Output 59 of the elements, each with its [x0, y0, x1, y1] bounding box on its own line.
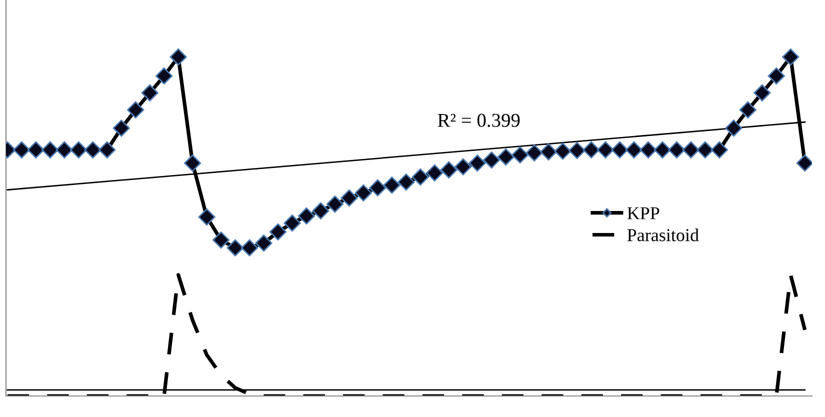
- point: [754, 84, 771, 102]
- point: [156, 67, 173, 84]
- point: [540, 143, 558, 160]
- point: [512, 146, 529, 164]
- point: [198, 208, 216, 226]
- point: [42, 141, 59, 158]
- legend-label: KPP: [627, 207, 660, 220]
- point: [354, 184, 372, 202]
- point: [70, 141, 88, 158]
- point: [426, 164, 444, 182]
- point: [468, 154, 486, 172]
- point: [312, 202, 330, 220]
- point: [497, 148, 514, 166]
- point: [710, 141, 728, 158]
- point: [796, 154, 812, 172]
- point: [240, 239, 258, 256]
- point: [340, 189, 358, 207]
- point: [56, 141, 73, 158]
- point: [739, 101, 756, 118]
- point: [412, 168, 429, 186]
- point: [269, 223, 287, 240]
- point: [27, 141, 44, 158]
- point: [184, 154, 202, 172]
- point: [440, 161, 458, 178]
- point: [112, 120, 130, 137]
- point: [141, 84, 158, 102]
- point: [298, 207, 316, 225]
- point: [284, 214, 301, 232]
- point: [255, 234, 272, 252]
- point: [625, 141, 643, 158]
- point: [768, 67, 785, 84]
- point: [483, 151, 500, 169]
- point: [668, 141, 686, 158]
- point: [526, 144, 543, 162]
- point: [682, 141, 700, 158]
- point: [170, 48, 187, 66]
- point: [13, 141, 30, 158]
- point: [654, 141, 672, 158]
- point: [725, 120, 742, 137]
- point: [568, 142, 586, 160]
- point: [782, 48, 800, 66]
- point: [98, 141, 116, 158]
- point: [582, 141, 600, 158]
- point: [696, 141, 714, 158]
- point: [383, 176, 400, 194]
- point: [127, 101, 144, 118]
- point: [554, 142, 572, 160]
- point: [454, 158, 472, 176]
- point: [398, 174, 415, 191]
- point: [326, 196, 344, 213]
- point: [226, 239, 244, 256]
- legend-label: Parasitoid: [627, 228, 699, 242]
- point: [596, 141, 614, 158]
- point: [84, 141, 102, 158]
- point: [640, 141, 657, 158]
- point: [611, 141, 628, 158]
- point: [369, 179, 386, 196]
- annotation: R² = 0.399: [438, 114, 520, 127]
- point: [212, 231, 230, 249]
